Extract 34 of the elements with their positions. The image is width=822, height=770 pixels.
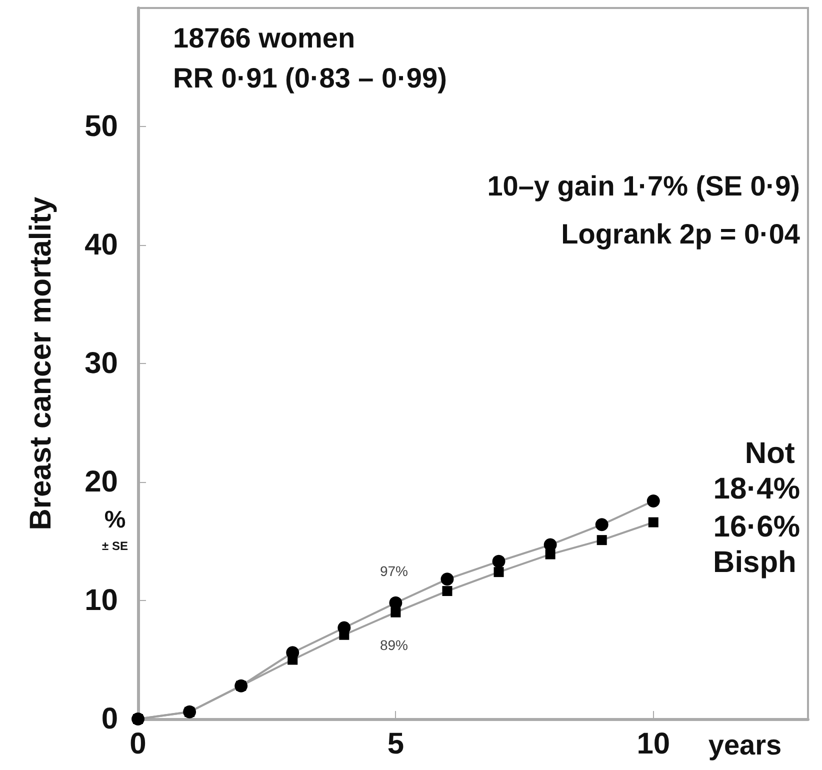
x-tick-label: 10 bbox=[636, 728, 670, 760]
point bbox=[440, 572, 454, 586]
y-tick-label: 20 bbox=[84, 466, 118, 498]
point bbox=[595, 518, 608, 532]
y-tick-label: 0 bbox=[101, 702, 118, 736]
text: ± SE bbox=[102, 539, 128, 553]
y-tick-label: 10 bbox=[84, 584, 118, 617]
x-tick-label: 5 bbox=[387, 728, 404, 760]
annotation: 18766 women bbox=[173, 22, 356, 54]
point bbox=[492, 554, 506, 568]
annotation: 10–y gain 1·7% (SE 0·9) bbox=[487, 170, 800, 202]
x-axis-title: years bbox=[708, 730, 782, 760]
point bbox=[442, 586, 452, 596]
point bbox=[389, 596, 402, 610]
point bbox=[646, 494, 660, 508]
annotation: 18·4% bbox=[713, 472, 800, 506]
point bbox=[596, 535, 607, 546]
y-tick-label: 30 bbox=[84, 347, 118, 380]
text: Not bbox=[744, 436, 795, 470]
series-label: Bisph bbox=[713, 546, 796, 579]
annotation: 16·6% bbox=[713, 510, 800, 544]
x-tick-label: 0 bbox=[130, 728, 146, 760]
annotation: 97% bbox=[380, 563, 408, 579]
point bbox=[648, 517, 658, 528]
text: % bbox=[104, 506, 126, 534]
annotation: 89% bbox=[380, 637, 408, 653]
annotation: Logrank 2p = 0·04 bbox=[561, 218, 800, 250]
y-tick-label: 40 bbox=[84, 228, 118, 262]
annotation: RR 0·91 (0·83 – 0·99) bbox=[173, 62, 447, 94]
y-tick-label: 50 bbox=[84, 110, 118, 143]
point bbox=[338, 621, 351, 634]
point bbox=[544, 538, 557, 552]
y-axis-title: Breast cancer mortality bbox=[24, 196, 58, 530]
point bbox=[494, 567, 504, 578]
